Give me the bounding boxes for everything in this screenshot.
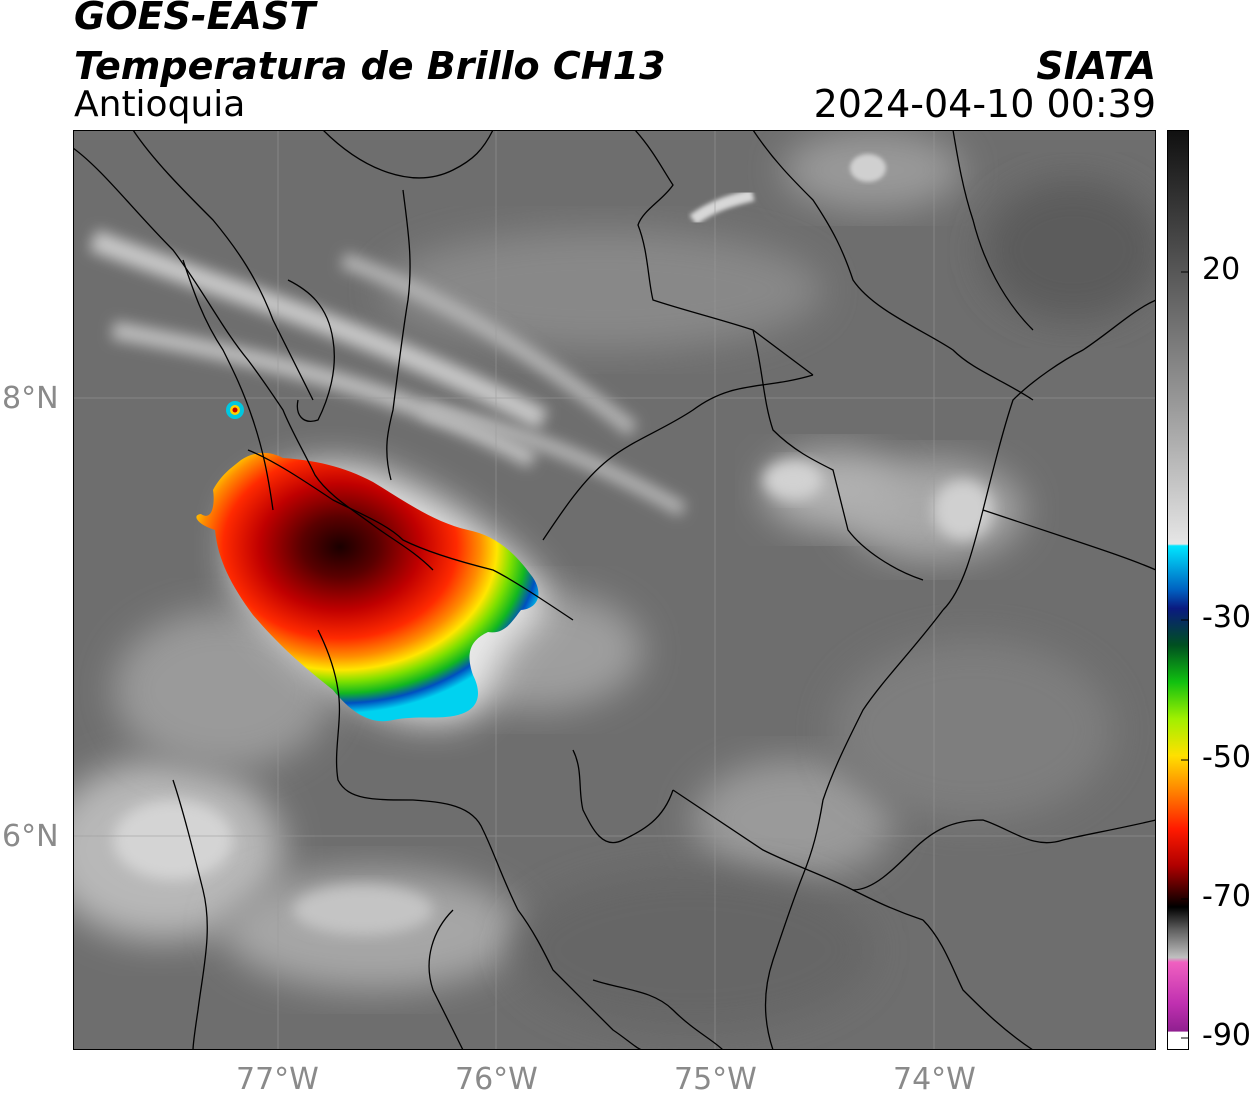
colorbar-label-minus90: -90	[1202, 1018, 1251, 1053]
convective-storm	[196, 452, 539, 722]
colorbar	[1167, 130, 1189, 1050]
lon-tick-76w: 76°W	[455, 1062, 538, 1097]
colorbar-label-minus30: -30	[1202, 600, 1251, 635]
satellite-map	[73, 130, 1156, 1050]
boundaries	[73, 130, 1156, 1050]
lon-tick-74w: 74°W	[893, 1062, 976, 1097]
region-label: Antioquia	[74, 84, 246, 125]
product-title: Temperatura de Brillo CH13	[74, 44, 666, 88]
lon-tick-77w: 77°W	[236, 1062, 319, 1097]
org-label: SIATA	[1036, 44, 1156, 88]
lon-tick-75w: 75°W	[674, 1062, 757, 1097]
datetime-label: 2024-04-10 00:39	[813, 82, 1156, 126]
colorbar-label-minus50: -50	[1202, 740, 1251, 775]
satellite-title: GOES-EAST	[74, 0, 316, 38]
colorbar-label-20: 20	[1202, 252, 1241, 287]
lat-tick-6n: 6°N	[2, 819, 59, 854]
map-frame	[73, 130, 1156, 1050]
lat-tick-8n: 8°N	[2, 381, 59, 416]
colorbar-label-minus70: -70	[1202, 879, 1251, 914]
